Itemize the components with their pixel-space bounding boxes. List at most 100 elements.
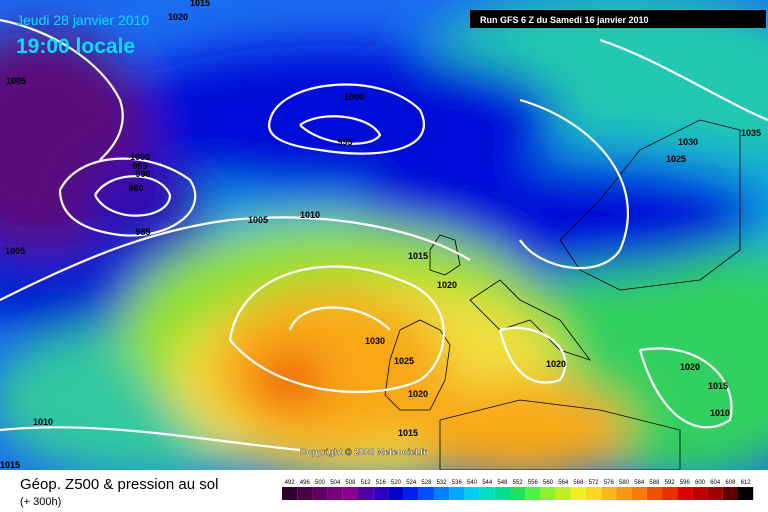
scale-label: 492: [285, 480, 296, 486]
scale-swatch: [646, 487, 662, 500]
scale-label: 568: [573, 480, 584, 486]
scale-swatch: [494, 487, 510, 500]
scale-label: 520: [391, 480, 402, 486]
scale-swatch: [403, 487, 419, 500]
scale-label: 588: [649, 480, 660, 486]
scale-swatch: [540, 487, 556, 500]
scale-label: 508: [345, 480, 356, 486]
scale-label: 560: [543, 480, 554, 486]
isobar-label: 1025: [394, 356, 414, 366]
copyright: Copyright © 2008 Meteociel.fr: [300, 447, 427, 457]
scale-label: 580: [619, 480, 630, 486]
scale-swatch: [586, 487, 602, 500]
scale-swatch: [525, 487, 541, 500]
valid-time: 19:00 locale: [16, 35, 135, 58]
scale-swatch: [677, 487, 693, 500]
isobar-label: 1030: [678, 137, 698, 147]
scale-label: 548: [497, 480, 508, 486]
scale-label: 584: [634, 480, 645, 486]
scale-swatch: [555, 487, 571, 500]
scale-label: 512: [361, 480, 372, 486]
scale-swatch: [373, 487, 389, 500]
isobar-label: 1030: [365, 336, 385, 346]
isobar-label: 1015: [0, 460, 20, 470]
isobar-label: 1010: [33, 417, 53, 427]
scale-swatch: [464, 487, 480, 500]
isobar-label: 1020: [437, 280, 457, 290]
scale-label: 608: [725, 480, 736, 486]
scale-swatch: [510, 487, 526, 500]
scale-label: 500: [315, 480, 326, 486]
scale-swatch: [297, 487, 313, 500]
scale-swatch: [570, 487, 586, 500]
scale-label: 544: [482, 480, 493, 486]
isobar-label: 1005: [6, 76, 26, 86]
field: [0, 0, 768, 480]
isobar-label: 1035: [741, 128, 761, 138]
isobar-label: 1000: [130, 152, 150, 162]
scale-label: 552: [513, 480, 524, 486]
scale-swatch: [631, 487, 647, 500]
scale-label: 604: [710, 480, 721, 486]
scale-label: 536: [452, 480, 463, 486]
scale-swatch: [722, 487, 738, 500]
color-scale: 492 496 500 504 508 512 516 520 524 528 532 536 540 5…: [282, 480, 754, 500]
scale-swatch: [662, 487, 678, 500]
scale-swatch: [449, 487, 465, 500]
isobar-label: 1025: [666, 154, 686, 164]
scale-label: 572: [589, 480, 600, 486]
scale-swatch: [327, 487, 343, 500]
isobar-label: 990: [135, 169, 150, 179]
isobar-label: 1015: [408, 251, 428, 261]
isobar-label: 995: [337, 137, 352, 147]
scale-label: 516: [376, 480, 387, 486]
scale-label: 496: [300, 480, 311, 486]
isobars: [0, 18, 768, 452]
scale-label: 612: [741, 480, 752, 486]
isobar-label: 1010: [710, 408, 730, 418]
scale-label: 532: [437, 480, 448, 486]
footer-title: Géop. Z500 & pression au sol: [20, 476, 218, 493]
run-info: Run GFS 6 Z du Samedi 16 janvier 2010: [480, 15, 649, 25]
scale-swatch: [312, 487, 328, 500]
scale-swatch: [434, 487, 450, 500]
scale-swatch: [388, 487, 404, 500]
run-banner: [470, 10, 766, 28]
scale-label: 528: [421, 480, 432, 486]
scale-label: 564: [558, 480, 569, 486]
isobar-label: 1020: [408, 389, 428, 399]
isobar-label: 1020: [546, 359, 566, 369]
isobar-label: 980: [128, 183, 143, 193]
scale-label: 524: [406, 480, 417, 486]
isobar-label: 995: [132, 161, 147, 171]
scale-label: 540: [467, 480, 478, 486]
isobar-label: 1015: [398, 428, 418, 438]
scale-swatch: [707, 487, 723, 500]
scale-label: 576: [604, 480, 615, 486]
scale-swatch: [342, 487, 358, 500]
isobar-label: 1015: [190, 0, 210, 8]
isobar-label: 1005: [5, 246, 25, 256]
scale-label: 596: [680, 480, 691, 486]
scale-swatch: [616, 487, 632, 500]
isobar-label: 1015: [708, 381, 728, 391]
scale-swatch: [738, 487, 754, 500]
scale-swatch: [418, 487, 434, 500]
scale-swatch: [282, 487, 298, 500]
scale-swatch: [601, 487, 617, 500]
scale-label: 600: [695, 480, 706, 486]
scale-label: 556: [528, 480, 539, 486]
scale-label: 592: [665, 480, 676, 486]
isobar-label: 1020: [168, 12, 188, 22]
scale-label: 504: [330, 480, 341, 486]
scale-swatch: [692, 487, 708, 500]
isobar-label: 1010: [300, 210, 320, 220]
scale-swatch: [358, 487, 374, 500]
isobar-label: 1020: [680, 362, 700, 372]
isobar-label: 1005: [248, 215, 268, 225]
valid-date: Jeudi 28 janvier 2010: [16, 12, 149, 28]
isobar-label: 985: [135, 227, 150, 237]
scale-swatch: [479, 487, 495, 500]
